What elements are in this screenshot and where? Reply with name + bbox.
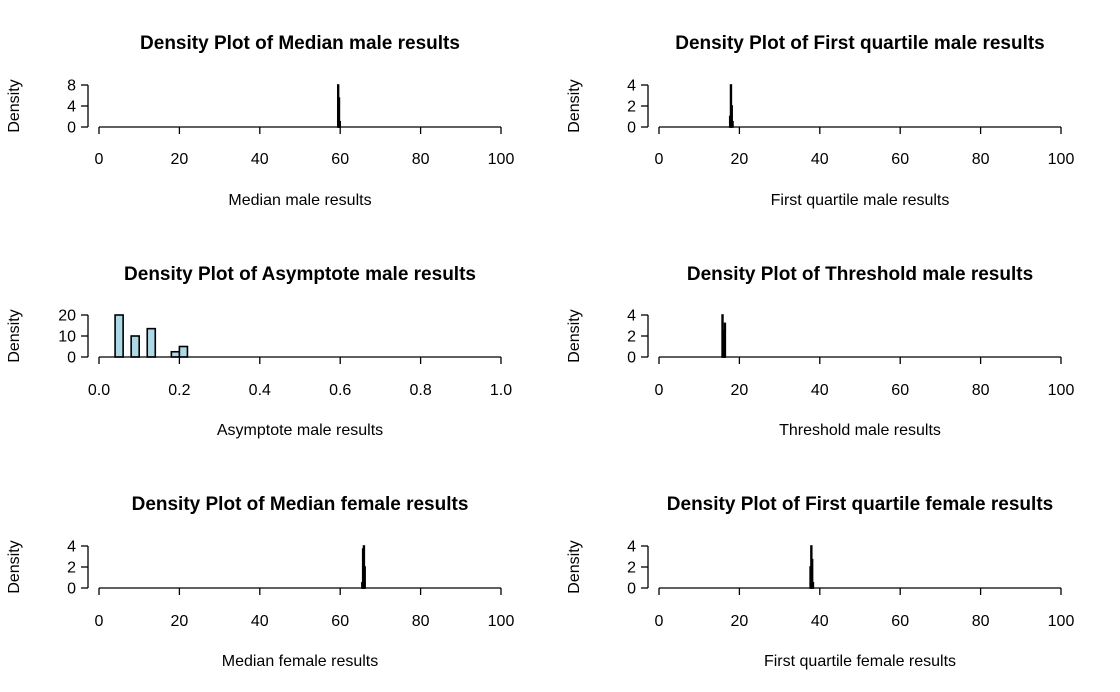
y-tick-label: 2 — [627, 560, 636, 577]
x-tick-label: 1.0 — [490, 382, 512, 399]
chart-title: Density Plot of Median male results — [140, 33, 460, 54]
chart-panel-2: Density Plot of First quartile male resu… — [566, 33, 1074, 209]
y-tick-label: 20 — [58, 308, 76, 325]
y-tick-label: 4 — [627, 78, 636, 95]
chart-title: Density Plot of Median female results — [132, 494, 469, 515]
x-tick-label: 20 — [171, 151, 189, 168]
histogram-bar — [731, 120, 734, 128]
x-tick-label: 0 — [655, 613, 664, 630]
x-tick-label: 80 — [972, 382, 990, 399]
y-tick-label: 10 — [58, 329, 76, 346]
x-tick-label: 60 — [891, 151, 909, 168]
x-tick-label: 100 — [488, 613, 515, 630]
x-axis-label: Median female results — [222, 653, 379, 670]
x-tick-label: 0.8 — [409, 382, 431, 399]
y-axis-label: Density — [566, 309, 583, 362]
histogram-bar — [811, 581, 815, 589]
x-tick-label: 80 — [412, 613, 430, 630]
y-tick-label: 4 — [67, 539, 76, 556]
x-tick-label: 20 — [171, 613, 189, 630]
x-tick-label: 40 — [251, 613, 269, 630]
histogram-bar — [723, 322, 727, 358]
x-tick-label: 20 — [731, 382, 749, 399]
x-axis-label: First quartile female results — [764, 653, 956, 670]
y-tick-label: 0 — [67, 120, 76, 137]
y-tick-label: 0 — [67, 581, 76, 598]
x-tick-label: 60 — [331, 613, 349, 630]
histogram-bar — [178, 345, 189, 358]
y-axis-label: Density — [6, 309, 23, 362]
chart-title: Density Plot of First quartile female re… — [667, 494, 1053, 515]
chart-title: Density Plot of Asymptote male results — [124, 264, 476, 285]
y-tick-label: 0 — [627, 350, 636, 367]
x-tick-label: 80 — [412, 151, 430, 168]
histogram-bar — [114, 314, 124, 358]
x-tick-label: 0.0 — [88, 382, 110, 399]
histogram-bar — [130, 335, 141, 358]
y-axis-label: Density — [6, 540, 23, 593]
y-axis-label: Density — [566, 79, 583, 132]
x-tick-label: 0 — [95, 151, 104, 168]
x-tick-label: 80 — [972, 151, 990, 168]
histogram-bar — [146, 327, 157, 358]
histogram-bar — [338, 120, 341, 128]
x-tick-label: 60 — [891, 382, 909, 399]
y-tick-label: 0 — [67, 350, 76, 367]
x-tick-label: 100 — [488, 151, 515, 168]
chart-title: Density Plot of Threshold male results — [687, 264, 1033, 285]
y-tick-label: 4 — [627, 308, 636, 325]
histogram-bar — [363, 566, 366, 589]
chart-panel-4: Density Plot of Threshold male results 0 2… — [566, 264, 1074, 439]
x-tick-label: 100 — [1048, 151, 1075, 168]
y-tick-label: 4 — [67, 99, 76, 116]
x-tick-label: 40 — [811, 613, 829, 630]
chart-title: Density Plot of First quartile male resu… — [675, 33, 1045, 54]
x-tick-label: 0.4 — [249, 382, 271, 399]
y-tick-label: 2 — [67, 560, 76, 577]
x-tick-label: 0.6 — [329, 382, 351, 399]
y-tick-label: 8 — [67, 78, 76, 95]
x-axis-label: Threshold male results — [779, 422, 941, 439]
y-axis-label: Density — [566, 540, 583, 593]
x-tick-label: 40 — [811, 151, 829, 168]
x-tick-label: 0 — [655, 151, 664, 168]
x-tick-label: 20 — [731, 151, 749, 168]
x-axis-label: Median male results — [228, 192, 371, 209]
chart-panel-3: Density Plot of Asymptote male results 0.… — [6, 264, 512, 439]
chart-panel-6: Density Plot of First quartile female re… — [566, 494, 1074, 670]
x-tick-label: 100 — [1048, 613, 1075, 630]
y-tick-label: 2 — [627, 99, 636, 116]
x-axis-label: Asymptote male results — [217, 422, 383, 439]
y-axis-label: Density — [6, 79, 23, 132]
x-tick-label: 40 — [251, 151, 269, 168]
y-tick-label: 0 — [627, 120, 636, 137]
x-tick-label: 40 — [811, 382, 829, 399]
x-tick-label: 80 — [972, 613, 990, 630]
y-tick-label: 2 — [627, 329, 636, 346]
histogram-bar — [170, 350, 181, 358]
x-tick-label: 60 — [891, 613, 909, 630]
x-axis-label: First quartile male results — [771, 192, 950, 209]
y-tick-label: 0 — [627, 581, 636, 598]
x-tick-label: 0.2 — [168, 382, 190, 399]
x-tick-label: 0 — [95, 613, 104, 630]
x-tick-label: 20 — [731, 613, 749, 630]
x-tick-label: 60 — [331, 151, 349, 168]
y-tick-label: 4 — [627, 539, 636, 556]
x-tick-label: 100 — [1048, 382, 1075, 399]
x-tick-label: 0 — [655, 382, 664, 399]
